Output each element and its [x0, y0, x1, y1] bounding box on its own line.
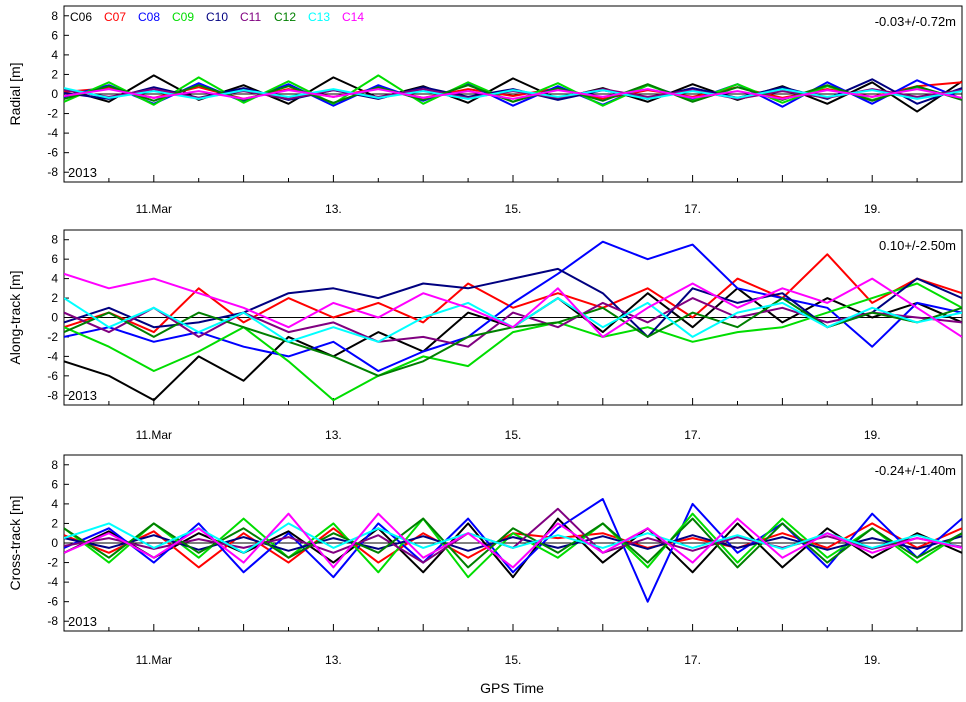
series-line-c14 [64, 88, 962, 100]
y-tick-label: 8 [51, 9, 58, 23]
y-tick-label: 2 [51, 516, 58, 530]
panel-2: 8 6 4 2 0 -2 -4 -6 -8 11.Mar 13. 15. 17. 19. Along-tra… [7, 229, 963, 442]
legend-item-c09: C09 [172, 10, 194, 24]
y-tick-label: -8 [47, 614, 58, 628]
stat-annotation: 0.10+/-2.50m [879, 238, 956, 253]
legend-item-c14: C14 [342, 10, 364, 24]
y-tick-label: 6 [51, 252, 58, 266]
series-line-c08 [64, 240, 962, 372]
x-tick-label: 13. [325, 202, 342, 216]
y-tick-label: -6 [47, 595, 58, 609]
x-tick-label: 15. [505, 428, 522, 442]
stat-annotation: -0.24+/-1.40m [875, 463, 956, 478]
year-label: 2013 [68, 165, 97, 180]
y-tick-label: -4 [47, 126, 58, 140]
x-tick-label: 13. [325, 653, 342, 667]
stat-annotation: -0.03+/-0.72m [875, 14, 956, 29]
y-tick-label: -6 [47, 369, 58, 383]
series-line-c14 [64, 272, 962, 338]
series-group [64, 74, 962, 113]
x-tick-label: 11.Mar [136, 653, 172, 667]
y-axis-label: Cross-track [m] [7, 496, 23, 591]
panel-3: 8 6 4 2 0 -2 -4 -6 -8 11.Mar 13. 15. 17. 19. Cross-tra… [7, 454, 963, 667]
y-tick-label: 6 [51, 28, 58, 42]
y-axis-label: Radial [m] [7, 62, 23, 125]
y-tick-label: -2 [47, 556, 58, 570]
y-tick-label: -6 [47, 146, 58, 160]
y-tick-label: 0 [51, 311, 58, 325]
y-tick-label: 0 [51, 87, 58, 101]
y-tick-label: -2 [47, 107, 58, 121]
series-line-c13 [64, 87, 962, 100]
x-tick-label: 19. [864, 202, 881, 216]
y-tick-label: 8 [51, 233, 58, 247]
legend-item-c08: C08 [138, 10, 160, 24]
legend-item-c12: C12 [274, 10, 296, 24]
x-tick-label: 17. [684, 428, 701, 442]
legend: C06 C07 C08 C09 C10 C11 C12 C13 C14 [70, 10, 364, 24]
series-line-c07 [64, 253, 962, 334]
legend-item-c07: C07 [104, 10, 126, 24]
series-line-c12 [64, 83, 962, 104]
x-tick-label: 15. [505, 653, 522, 667]
x-tick-label: 19. [864, 653, 881, 667]
y-tick-label: 4 [51, 272, 58, 286]
y-tick-label: 4 [51, 497, 58, 511]
series-line-c10 [64, 267, 962, 338]
x-tick-label: 11.Mar [136, 428, 172, 442]
y-tick-label: 2 [51, 291, 58, 305]
x-axis-label: GPS Time [480, 680, 544, 696]
year-label: 2013 [68, 614, 97, 629]
legend-item-c13: C13 [308, 10, 330, 24]
panel-1: 8 6 4 2 0 -2 -4 -6 -8 11.Mar 13. 15. 17. 19. Radial [m… [7, 5, 963, 216]
series-group [64, 240, 962, 402]
y-tick-label: -8 [47, 165, 58, 179]
y-tick-label: 6 [51, 477, 58, 491]
legend-item-c10: C10 [206, 10, 228, 24]
y-tick-label: 4 [51, 48, 58, 62]
series-line-c13 [64, 522, 962, 554]
legend-item-c11: C11 [240, 10, 261, 24]
x-tick-label: 19. [864, 428, 881, 442]
chart-panels: 8 6 4 2 0 -2 -4 -6 -8 11.Mar 13. 15. 17. 19. Radial [m… [7, 5, 963, 667]
series-line-c12 [64, 517, 962, 569]
x-tick-label: 17. [684, 653, 701, 667]
x-tick-label: 13. [325, 428, 342, 442]
x-tick-label: 15. [505, 202, 522, 216]
y-tick-label: -8 [47, 388, 58, 402]
series-line-c14 [64, 512, 962, 569]
y-axis-label: Along-track [m] [7, 270, 23, 364]
legend-item-c06: C06 [70, 10, 92, 24]
y-tick-label: -4 [47, 349, 58, 363]
y-tick-label: 8 [51, 458, 58, 472]
series-group [64, 498, 962, 603]
x-tick-label: 11.Mar [136, 202, 172, 216]
y-tick-label: -4 [47, 575, 58, 589]
x-tick-label: 17. [684, 202, 701, 216]
year-label: 2013 [68, 388, 97, 403]
y-tick-label: -2 [47, 330, 58, 344]
y-tick-label: 0 [51, 536, 58, 550]
y-tick-label: 2 [51, 67, 58, 81]
